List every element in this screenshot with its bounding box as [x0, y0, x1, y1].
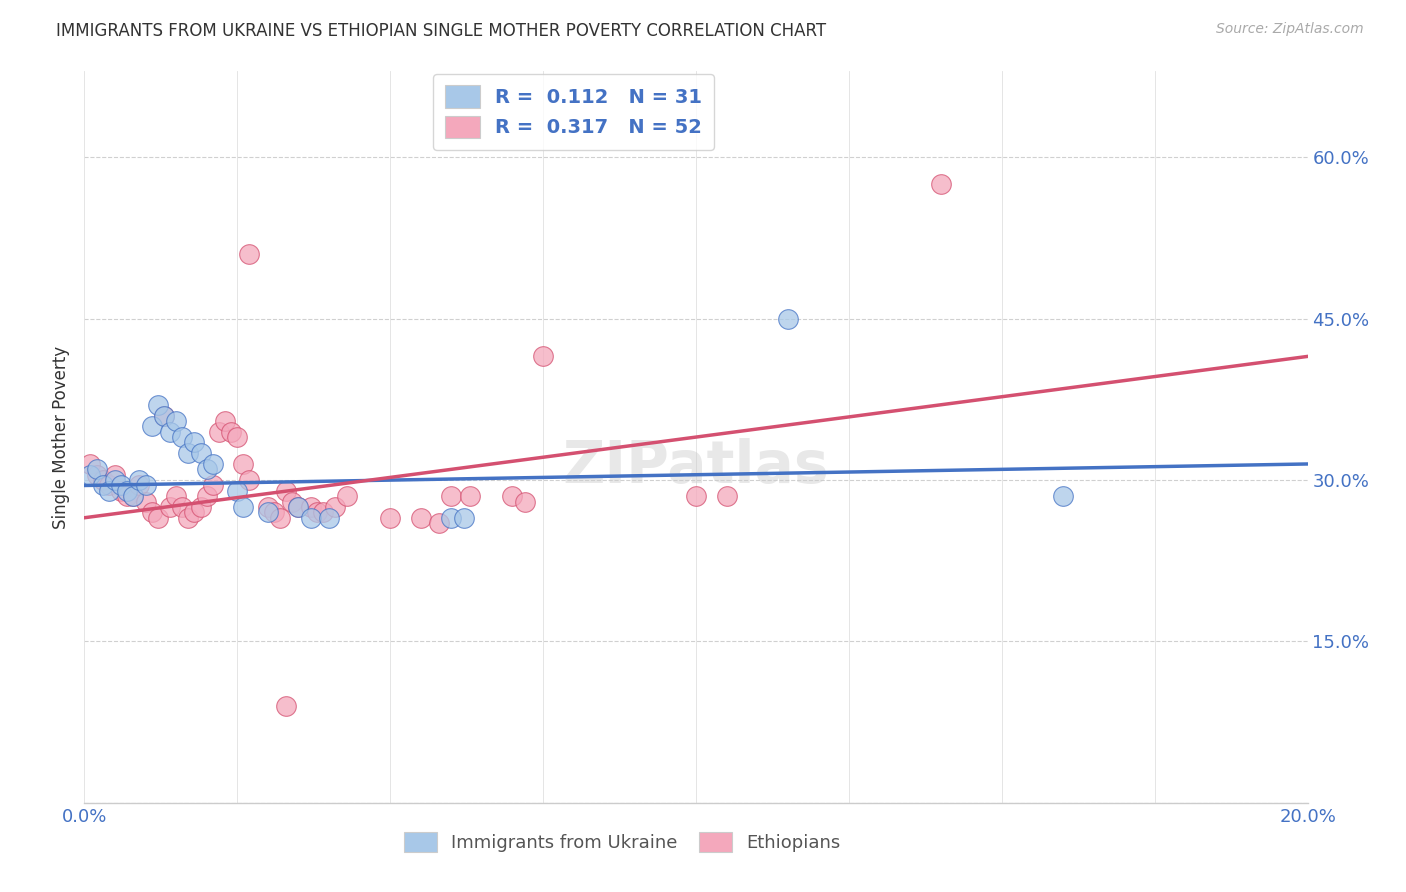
Point [141, 419, 163, 434]
Point [238, 247, 260, 261]
Point [110, 478, 132, 492]
Point [190, 446, 212, 460]
Point [135, 494, 157, 508]
Point [1052, 489, 1074, 503]
Point [195, 462, 218, 476]
Point [214, 414, 236, 428]
Point [79, 457, 101, 471]
Point [453, 510, 475, 524]
Point [232, 457, 254, 471]
Point [312, 505, 335, 519]
Point [269, 510, 291, 524]
Point [409, 510, 432, 524]
Point [440, 489, 463, 503]
Y-axis label: Single Mother Poverty: Single Mother Poverty [52, 345, 70, 529]
Point [146, 510, 169, 524]
Point [97, 478, 120, 492]
Point [97, 483, 120, 498]
Point [135, 478, 157, 492]
Point [299, 510, 322, 524]
Point [141, 505, 163, 519]
Point [86, 467, 108, 482]
Point [165, 414, 187, 428]
Point [183, 505, 205, 519]
Point [91, 473, 114, 487]
Point [263, 505, 285, 519]
Point [115, 483, 138, 498]
Point [195, 489, 218, 503]
Point [427, 516, 450, 530]
Point [128, 478, 150, 492]
Point [115, 489, 138, 503]
Point [128, 473, 150, 487]
Point [299, 500, 322, 514]
Text: ZIPatlas: ZIPatlas [562, 438, 830, 495]
Point [513, 494, 536, 508]
Point [502, 489, 524, 503]
Point [276, 483, 298, 498]
Text: IMMIGRANTS FROM UKRAINE VS ETHIOPIAN SINGLE MOTHER POVERTY CORRELATION CHART: IMMIGRANTS FROM UKRAINE VS ETHIOPIAN SIN… [56, 22, 827, 40]
Point [172, 430, 194, 444]
Point [201, 478, 224, 492]
Point [79, 467, 101, 482]
Point [281, 494, 304, 508]
Point [86, 462, 108, 476]
Point [776, 311, 799, 326]
Point [226, 430, 249, 444]
Point [183, 435, 205, 450]
Point [305, 505, 328, 519]
Point [336, 489, 359, 503]
Point [177, 510, 200, 524]
Point [219, 425, 242, 439]
Point [276, 698, 298, 713]
Point [104, 467, 127, 482]
Point [110, 483, 132, 498]
Point [159, 500, 181, 514]
Point [323, 500, 346, 514]
Point [153, 409, 176, 423]
Legend: Immigrants from Ukraine, Ethiopians: Immigrants from Ukraine, Ethiopians [398, 824, 848, 860]
Point [257, 500, 280, 514]
Point [232, 500, 254, 514]
Point [201, 457, 224, 471]
Point [122, 489, 145, 503]
Point [226, 483, 249, 498]
Point [122, 489, 145, 503]
Point [287, 500, 309, 514]
Point [208, 425, 231, 439]
Point [104, 473, 127, 487]
Point [685, 489, 707, 503]
Point [257, 505, 280, 519]
Point [287, 500, 309, 514]
Point [238, 473, 260, 487]
Point [159, 425, 181, 439]
Point [318, 510, 340, 524]
Point [716, 489, 738, 503]
Point [458, 489, 481, 503]
Point [380, 510, 402, 524]
Point [153, 409, 176, 423]
Point [177, 446, 200, 460]
Point [165, 489, 187, 503]
Point [146, 398, 169, 412]
Point [531, 350, 554, 364]
Point [929, 178, 952, 192]
Point [91, 478, 114, 492]
Text: Source: ZipAtlas.com: Source: ZipAtlas.com [1216, 22, 1364, 37]
Point [440, 510, 463, 524]
Point [190, 500, 212, 514]
Point [172, 500, 194, 514]
